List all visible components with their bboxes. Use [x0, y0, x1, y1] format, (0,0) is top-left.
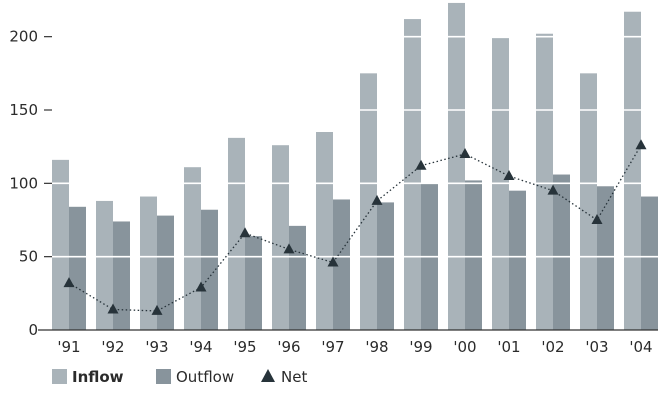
x-tick-label-11: '02 — [541, 338, 564, 356]
legend-label-inflow: Inflow — [72, 368, 124, 386]
bar-inflow-8 — [404, 19, 421, 331]
bar-inflow-5 — [272, 145, 289, 330]
x-tick-label-12: '03 — [585, 338, 608, 356]
bar-inflow-2 — [140, 196, 157, 330]
y-tick-label-0: 0 — [28, 321, 38, 339]
bar-inflow-6 — [316, 132, 333, 330]
bar-outflow-13 — [641, 196, 658, 330]
x-tick-label-0: '91 — [57, 338, 80, 356]
x-tick-label-9: '00 — [453, 338, 476, 356]
bars-layer — [52, 2, 658, 331]
bar-outflow-9 — [465, 180, 482, 330]
bar-outflow-4 — [245, 236, 262, 330]
bar-inflow-9 — [448, 2, 465, 331]
y-tick-label-1: 50 — [19, 248, 38, 266]
net-point-1 — [107, 303, 119, 314]
bar-outflow-5 — [289, 225, 306, 330]
legend: Inflow Outflow Net — [52, 368, 307, 386]
net-point-5 — [283, 243, 295, 254]
legend-swatch-inflow — [52, 369, 67, 384]
y-tick-label-3: 150 — [9, 101, 38, 119]
legend-label-net: Net — [281, 368, 307, 386]
legend-swatch-outflow — [156, 369, 171, 384]
x-tick-label-5: '96 — [277, 338, 300, 356]
bar-outflow-10 — [509, 190, 526, 330]
bar-outflow-2 — [157, 215, 174, 330]
net-point-4 — [239, 227, 251, 238]
bar-inflow-0 — [52, 159, 69, 330]
x-tick-label-3: '94 — [189, 338, 212, 356]
x-tick-label-10: '01 — [497, 338, 520, 356]
x-tick-label-6: '97 — [321, 338, 344, 356]
bar-inflow-3 — [184, 167, 201, 330]
net-point-12 — [591, 214, 603, 224]
y-tick-label-2: 100 — [9, 174, 38, 192]
net-point-8 — [415, 159, 427, 170]
bar-inflow-4 — [228, 137, 245, 330]
net-point-6 — [327, 256, 339, 267]
y-tick-label-4: 200 — [9, 28, 38, 46]
bar-inflow-7 — [360, 73, 377, 330]
net-point-13 — [635, 139, 647, 150]
net-line-layer — [63, 139, 647, 315]
bar-inflow-12 — [580, 73, 597, 330]
bar-outflow-3 — [201, 209, 218, 330]
bar-outflow-1 — [113, 221, 130, 330]
net-series-line — [68, 144, 642, 312]
x-tick-label-2: '93 — [145, 338, 168, 356]
bar-inflow-13 — [624, 11, 641, 330]
x-tick-label-8: '99 — [409, 338, 432, 356]
x-tick-label-13: '04 — [629, 338, 652, 356]
gridlines-layer — [52, 35, 658, 258]
bar-outflow-0 — [69, 206, 86, 330]
x-tick-label-1: '92 — [101, 338, 124, 356]
x-tick-label-4: '95 — [233, 338, 256, 356]
bar-inflow-11 — [536, 33, 553, 330]
net-point-9 — [459, 148, 471, 158]
x-tick-label-7: '98 — [365, 338, 388, 356]
net-point-3 — [195, 281, 207, 292]
net-point-7 — [371, 194, 383, 205]
bar-outflow-6 — [333, 199, 350, 330]
bar-inflow-1 — [96, 200, 113, 330]
bar-outflow-12 — [597, 186, 614, 330]
bar-outflow-11 — [553, 174, 570, 330]
net-point-2 — [151, 304, 163, 315]
bar-outflow-7 — [377, 202, 394, 330]
net-point-0 — [63, 277, 75, 288]
net-point-10 — [503, 170, 515, 180]
legend-marker-net — [261, 369, 275, 382]
legend-label-outflow: Outflow — [176, 368, 234, 386]
net-point-11 — [547, 184, 559, 195]
axis-layer: 0 50 100 150 200 '91 '92 '93 '94 '95 '96 '97 '98 '99 '… — [9, 28, 658, 356]
